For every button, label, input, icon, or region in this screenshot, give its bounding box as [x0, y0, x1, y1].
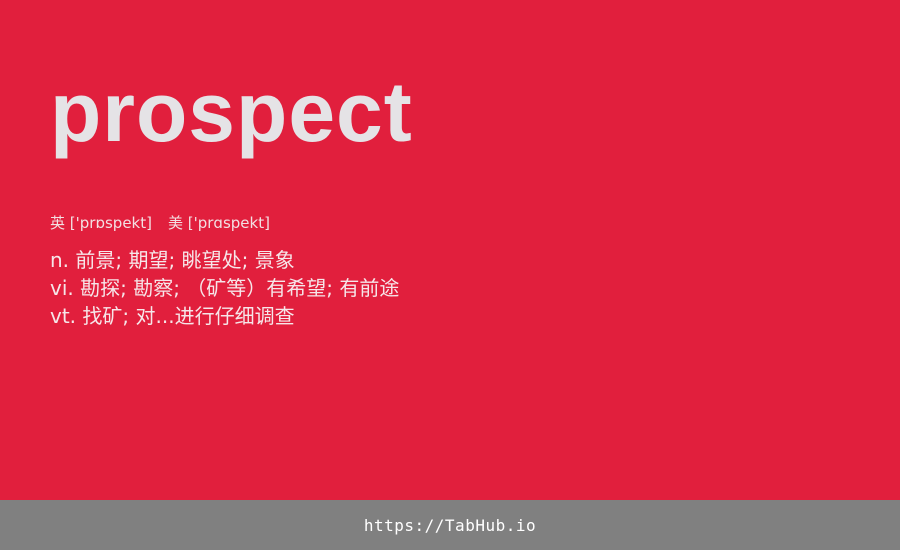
us-ipa: ['prɑspekt] [187, 214, 270, 232]
definitions-list: n. 前景; 期望; 眺望处; 景象 vi. 勘探; 勘察; （矿等）有希望; … [50, 246, 399, 330]
definition-text: 找矿; 对...进行仔细调查 [82, 304, 295, 328]
word-card: prospect 英 ['prɒspekt] 美 ['prɑspekt] n. 前… [50, 65, 413, 330]
headword: prospect [50, 65, 413, 159]
definition-text: 前景; 期望; 眺望处; 景象 [75, 248, 295, 272]
part-of-speech: vt. [50, 304, 77, 328]
uk-label: 英 [50, 214, 66, 232]
definition-intransitive-verb: vi. 勘探; 勘察; （矿等）有希望; 有前途 [50, 274, 399, 302]
definition-text: 勘探; 勘察; （矿等）有希望; 有前途 [80, 276, 400, 300]
part-of-speech: vi. [50, 276, 74, 300]
definition-noun: n. 前景; 期望; 眺望处; 景象 [50, 246, 399, 274]
us-label: 美 [167, 214, 183, 232]
uk-ipa: ['prɒspekt] [69, 214, 152, 232]
definition-transitive-verb: vt. 找矿; 对...进行仔细调查 [50, 302, 399, 330]
part-of-speech: n. [50, 248, 70, 272]
phonetics: 英 ['prɒspekt] 美 ['prɑspekt] [50, 212, 270, 234]
footer-link[interactable]: https://TabHub.io [363, 515, 537, 535]
footer-bar: https://TabHub.io [0, 500, 900, 550]
